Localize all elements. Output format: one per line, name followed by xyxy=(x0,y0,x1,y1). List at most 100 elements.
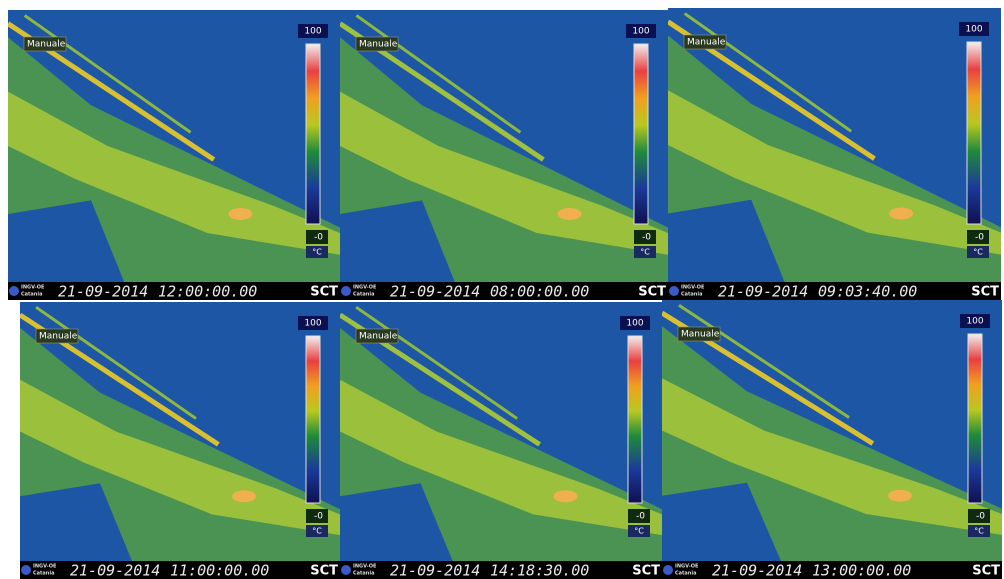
mode-label: Manuale xyxy=(27,40,66,50)
scale-min: -0 xyxy=(314,512,323,522)
unit-box xyxy=(968,525,990,537)
scale-min: -0 xyxy=(976,512,985,522)
scale-max-box xyxy=(620,316,650,330)
unit: °C xyxy=(312,248,322,257)
logo-line2: Catania xyxy=(681,292,702,298)
time: 09:03:40.00 xyxy=(818,283,917,301)
unit: °C xyxy=(973,248,983,257)
info-bar xyxy=(20,561,340,579)
unit-box xyxy=(967,246,989,258)
mode-box xyxy=(35,328,79,344)
logo-line2: Catania xyxy=(33,571,54,577)
flow-bright xyxy=(662,378,1002,535)
camera: SCT xyxy=(638,285,666,300)
info-bar xyxy=(340,282,668,300)
mode-box xyxy=(355,36,399,52)
scale-min-box xyxy=(628,509,650,523)
unit-box xyxy=(306,246,328,258)
hot-spot xyxy=(888,489,912,502)
scale-min-box xyxy=(968,509,990,523)
unit-box xyxy=(634,246,656,258)
scale-min-box xyxy=(306,230,328,244)
scale-max-box xyxy=(298,24,328,38)
lava-stripe xyxy=(678,303,850,419)
logo-line2: Catania xyxy=(353,292,374,298)
hot-spot xyxy=(553,490,578,503)
scale-min-box xyxy=(634,230,656,244)
date: 21-09-2014 xyxy=(712,562,802,579)
color-scale xyxy=(627,335,643,504)
flow-bright xyxy=(340,379,662,536)
camera: SCT xyxy=(972,564,1000,579)
color-scale xyxy=(305,335,321,504)
lava-stripe xyxy=(683,12,853,133)
color-scale xyxy=(633,43,649,225)
mode-box xyxy=(23,36,67,52)
scale-max-box xyxy=(959,22,989,36)
logo-line1: INGV-OE xyxy=(675,564,699,570)
logo-icon xyxy=(341,286,351,296)
logo-line2: Catania xyxy=(21,292,42,298)
mode-label: Manuale xyxy=(681,330,720,340)
mode-box xyxy=(355,328,399,344)
mode-box xyxy=(683,34,727,50)
camera: SCT xyxy=(310,285,338,300)
scale-min: -0 xyxy=(642,233,651,243)
logo-line1: INGV-OE xyxy=(353,285,377,291)
date: 21-09-2014 xyxy=(718,283,808,301)
mode-label: Manuale xyxy=(39,332,78,342)
color-scale xyxy=(966,41,982,225)
unit: °C xyxy=(634,527,644,536)
date: 21-09-2014 xyxy=(390,562,480,579)
logo-line2: Catania xyxy=(675,571,696,577)
flow-bright xyxy=(340,91,668,255)
mode-label: Manuale xyxy=(359,332,398,342)
logo-icon xyxy=(21,565,31,575)
scale-max-box xyxy=(960,314,990,328)
date: 21-09-2014 xyxy=(390,283,480,301)
scale-min-box xyxy=(306,509,328,523)
camera: SCT xyxy=(971,285,999,300)
flow-bright xyxy=(668,90,1001,255)
scale-max-box xyxy=(298,316,328,330)
flow-bright xyxy=(8,91,340,255)
info-bar xyxy=(662,561,1002,579)
scale-max: 100 xyxy=(304,27,321,37)
logo-line1: INGV-OE xyxy=(681,285,705,291)
logo-line1: INGV-OE xyxy=(21,285,45,291)
hot-spot xyxy=(232,490,256,503)
unit-box xyxy=(628,525,650,537)
scale-max: 100 xyxy=(626,319,643,329)
logo-icon xyxy=(663,565,673,575)
camera: SCT xyxy=(310,564,338,579)
unit: °C xyxy=(312,527,322,536)
scale-min: -0 xyxy=(975,233,984,243)
camera: SCT xyxy=(632,564,660,579)
mode-label: Manuale xyxy=(687,38,726,48)
color-scale xyxy=(967,333,983,504)
lava-stripe xyxy=(355,305,518,420)
scale-max: 100 xyxy=(965,25,982,35)
time: 11:00:00.00 xyxy=(170,562,269,579)
hot-spot xyxy=(889,207,914,220)
info-bar xyxy=(8,282,340,300)
mode-label: Manuale xyxy=(359,40,398,50)
info-bar xyxy=(668,282,1001,300)
unit: °C xyxy=(974,527,984,536)
flow-bright xyxy=(20,379,340,536)
time: 08:00:00.00 xyxy=(490,283,589,301)
hot-spot xyxy=(557,208,582,220)
logo-icon xyxy=(669,286,679,296)
scale-min-box xyxy=(967,230,989,244)
scale-max: 100 xyxy=(632,27,649,37)
scale-max-box xyxy=(626,24,656,38)
info-bar xyxy=(340,561,662,579)
time: 14:18:30.00 xyxy=(490,562,589,579)
unit-box xyxy=(306,525,328,537)
